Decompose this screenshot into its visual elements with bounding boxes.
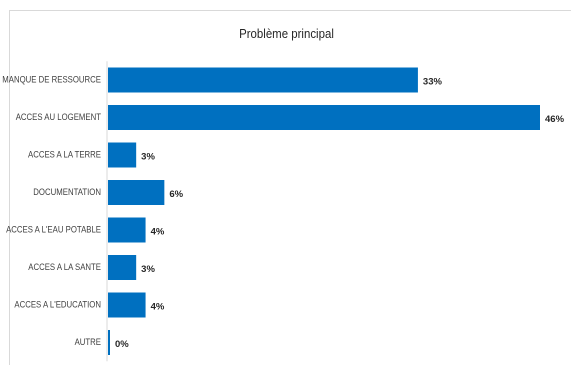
value-label: 4% bbox=[151, 302, 165, 313]
category-label: AUTRE bbox=[75, 337, 101, 348]
category-label: ACCES AU LOGEMENT bbox=[16, 112, 101, 123]
bar bbox=[108, 180, 165, 205]
category-label: MANQUE DE RESSOURCE bbox=[2, 75, 101, 86]
bar bbox=[108, 105, 540, 130]
category-label: ACCES A L'EDUCATION bbox=[14, 300, 101, 311]
value-label: 0% bbox=[115, 339, 129, 350]
bar bbox=[108, 67, 418, 93]
value-label: 6% bbox=[169, 189, 183, 200]
value-label: 3% bbox=[141, 152, 155, 163]
category-label: ACCES A LA SANTE bbox=[28, 262, 101, 273]
category-label: ACCES A L'EAU POTABLE bbox=[6, 225, 101, 236]
bar bbox=[108, 217, 146, 243]
value-label: 4% bbox=[151, 227, 165, 238]
bar bbox=[108, 142, 137, 168]
chart-title: Problème principal bbox=[239, 26, 334, 41]
chart-frame bbox=[9, 10, 571, 365]
bar bbox=[108, 255, 137, 280]
category-label: DOCUMENTATION bbox=[33, 187, 101, 198]
bar bbox=[108, 292, 146, 318]
value-label: 3% bbox=[141, 264, 155, 275]
category-label: ACCES A LA TERRE bbox=[28, 150, 101, 161]
value-label: 33% bbox=[423, 77, 443, 88]
value-label: 46% bbox=[545, 114, 565, 125]
bar bbox=[108, 330, 110, 355]
